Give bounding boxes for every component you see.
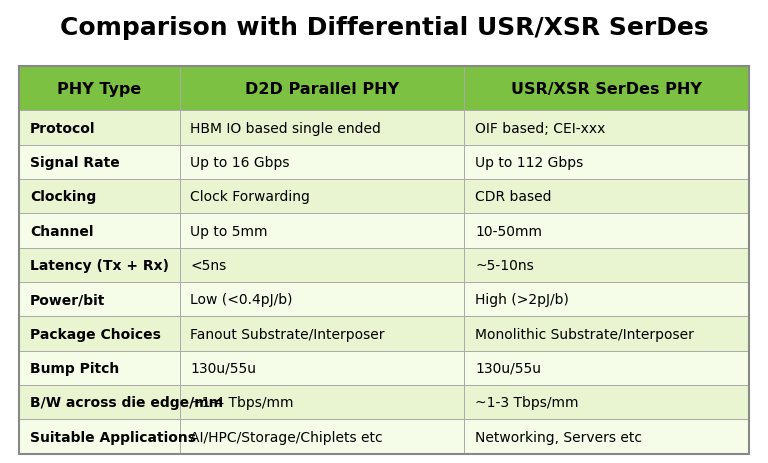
Bar — [464, 180, 749, 214]
Text: Up to 112 Gbps: Up to 112 Gbps — [475, 156, 583, 169]
Text: <5ns: <5ns — [190, 258, 227, 272]
Text: ~1-3 Tbps/mm: ~1-3 Tbps/mm — [475, 395, 578, 409]
Text: USR/XSR SerDes PHY: USR/XSR SerDes PHY — [511, 81, 702, 97]
Text: ~5-10ns: ~5-10ns — [475, 258, 534, 272]
Bar — [19, 248, 180, 282]
Bar — [19, 351, 180, 385]
Bar — [180, 180, 464, 214]
Text: Clocking: Clocking — [30, 190, 96, 204]
Bar — [19, 419, 180, 454]
Text: Bump Pitch: Bump Pitch — [30, 361, 119, 375]
Bar — [180, 419, 464, 454]
Text: Up to 16 Gbps: Up to 16 Gbps — [190, 156, 290, 169]
Bar — [464, 317, 749, 351]
Text: Networking, Servers etc: Networking, Servers etc — [475, 430, 642, 444]
Text: Channel: Channel — [30, 224, 94, 238]
Bar — [19, 145, 180, 180]
Text: Low (<0.4pJ/b): Low (<0.4pJ/b) — [190, 293, 293, 307]
Bar — [180, 145, 464, 180]
Bar — [19, 214, 180, 248]
Bar — [180, 351, 464, 385]
Bar — [19, 111, 180, 145]
Bar — [19, 180, 180, 214]
Text: Comparison with Differential USR/XSR SerDes: Comparison with Differential USR/XSR Ser… — [60, 16, 708, 40]
Text: Up to 5mm: Up to 5mm — [190, 224, 268, 238]
Bar — [464, 214, 749, 248]
Text: D2D Parallel PHY: D2D Parallel PHY — [245, 81, 399, 97]
Text: Protocol: Protocol — [30, 121, 95, 135]
Text: OIF based; CEI-xxx: OIF based; CEI-xxx — [475, 121, 605, 135]
Text: High (>2pJ/b): High (>2pJ/b) — [475, 293, 569, 307]
Bar — [19, 67, 749, 454]
Text: 130u/55u: 130u/55u — [475, 361, 541, 375]
Text: Signal Rate: Signal Rate — [30, 156, 120, 169]
Text: Package Choices: Package Choices — [30, 327, 161, 341]
Text: PHY Type: PHY Type — [58, 81, 141, 97]
Bar — [464, 145, 749, 180]
Bar — [180, 282, 464, 317]
Text: 130u/55u: 130u/55u — [190, 361, 257, 375]
Text: Fanout Substrate/Interposer: Fanout Substrate/Interposer — [190, 327, 385, 341]
Bar — [464, 282, 749, 317]
Text: Clock Forwarding: Clock Forwarding — [190, 190, 310, 204]
Bar — [180, 214, 464, 248]
Bar — [180, 385, 464, 419]
Text: B/W across die edge/mm: B/W across die edge/mm — [30, 395, 223, 409]
Bar — [180, 248, 464, 282]
Bar — [180, 111, 464, 145]
Bar — [464, 248, 749, 282]
Bar — [19, 385, 180, 419]
Bar — [464, 67, 749, 111]
Text: ~1-4 Tbps/mm: ~1-4 Tbps/mm — [190, 395, 294, 409]
Text: HBM IO based single ended: HBM IO based single ended — [190, 121, 382, 135]
Bar — [19, 282, 180, 317]
Text: Suitable Applications: Suitable Applications — [30, 430, 196, 444]
Text: CDR based: CDR based — [475, 190, 551, 204]
Bar — [464, 419, 749, 454]
Bar — [464, 385, 749, 419]
Bar — [464, 351, 749, 385]
Bar — [19, 317, 180, 351]
Bar — [180, 67, 464, 111]
Text: Power/bit: Power/bit — [30, 293, 105, 307]
Text: AI/HPC/Storage/Chiplets etc: AI/HPC/Storage/Chiplets etc — [190, 430, 383, 444]
Bar — [464, 111, 749, 145]
Bar — [19, 67, 180, 111]
Text: 10-50mm: 10-50mm — [475, 224, 542, 238]
Bar — [180, 317, 464, 351]
Text: Monolithic Substrate/Interposer: Monolithic Substrate/Interposer — [475, 327, 694, 341]
Text: Latency (Tx + Rx): Latency (Tx + Rx) — [30, 258, 169, 272]
